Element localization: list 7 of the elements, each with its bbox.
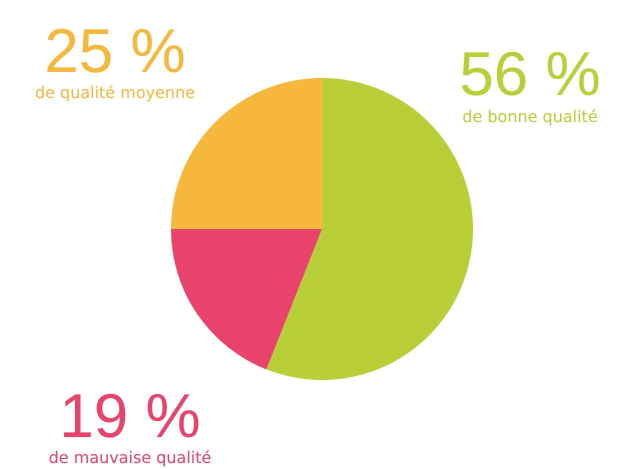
slice-label: de qualité moyenne (34, 83, 196, 102)
data-label: 25 % (44, 17, 186, 86)
pie-slice (171, 229, 322, 370)
data-label: 56 % (459, 40, 601, 109)
slice-label: de mauvaise qualité (48, 448, 212, 467)
slice-label: de bonne qualité (462, 107, 598, 126)
data-label: 19 % (59, 382, 201, 451)
